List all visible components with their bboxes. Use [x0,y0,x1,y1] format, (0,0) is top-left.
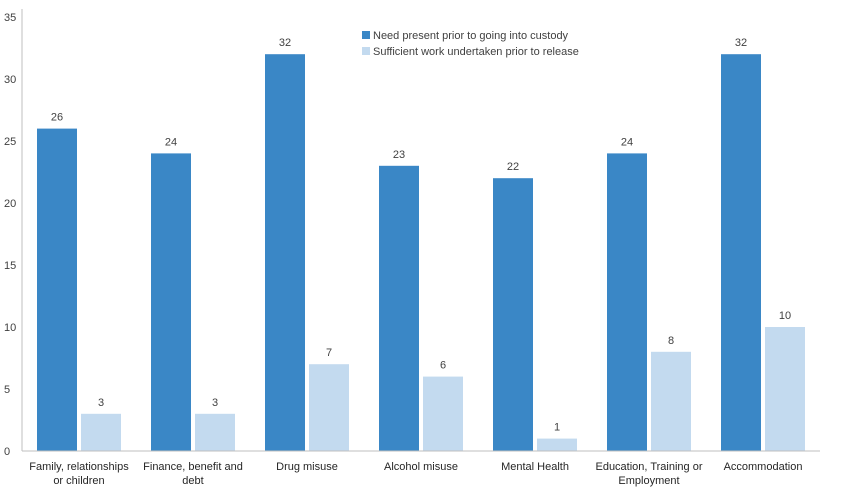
bar-sufficient-work [423,376,463,451]
data-label: 8 [668,335,674,347]
y-tick-label: 30 [4,74,16,86]
data-label: 26 [51,112,63,124]
x-category-label: Education, Training or Employment [595,461,702,487]
legend-swatch [362,31,370,39]
bar-sufficient-work [195,413,235,451]
x-category-label: Mental Health [501,461,569,473]
data-label: 10 [779,310,791,322]
data-label: 22 [507,161,519,173]
x-axis: Family, relationships or children Finance,… [22,450,820,487]
bar-need-present [151,153,191,451]
bar-need-present [37,128,77,451]
data-label: 7 [326,347,332,359]
y-tick-label: 10 [4,322,16,334]
legend-label: Need present prior to going into custody [373,30,569,42]
data-label: 32 [279,37,291,49]
bar-sufficient-work [81,413,121,451]
legend: Need present prior to going into custody… [362,30,579,58]
bar-need-present [607,153,647,451]
data-label: 3 [98,397,104,409]
bar-sufficient-work [537,438,577,451]
data-label: 1 [554,422,560,434]
y-tick-label: 25 [4,136,16,148]
bar-need-present [379,165,419,452]
y-axis: 0 5 10 15 20 25 30 35 [4,9,23,458]
data-label: 6 [440,360,446,372]
y-tick-label: 15 [4,260,16,272]
bar-need-present [721,54,761,451]
x-category-label: Family, relationships or children [29,461,129,487]
bars: 26 24 32 23 22 24 32 3 3 7 6 1 8 10 [37,37,805,452]
legend-swatch [362,47,370,55]
legend-label: Sufficient work undertaken prior to rele… [373,46,579,58]
bar-sufficient-work [765,327,805,451]
data-label: 24 [165,136,177,148]
data-label: 3 [212,397,218,409]
data-label: 24 [621,136,633,148]
y-tick-label: 0 [4,446,10,458]
y-tick-label: 5 [4,384,10,396]
x-category-label: Accommodation [724,461,803,473]
data-label: 23 [393,149,405,161]
bar-need-present [265,54,305,451]
data-label: 32 [735,37,747,49]
x-category-label: Alcohol misuse [384,461,458,473]
y-tick-label: 20 [4,198,16,210]
bar-sufficient-work [651,351,691,451]
y-tick-label: 35 [4,12,16,24]
x-category-label: Finance, benefit and debt [143,461,243,487]
x-category-label: Drug misuse [276,461,338,473]
bar-sufficient-work [309,364,349,451]
bar-need-present [493,178,533,451]
